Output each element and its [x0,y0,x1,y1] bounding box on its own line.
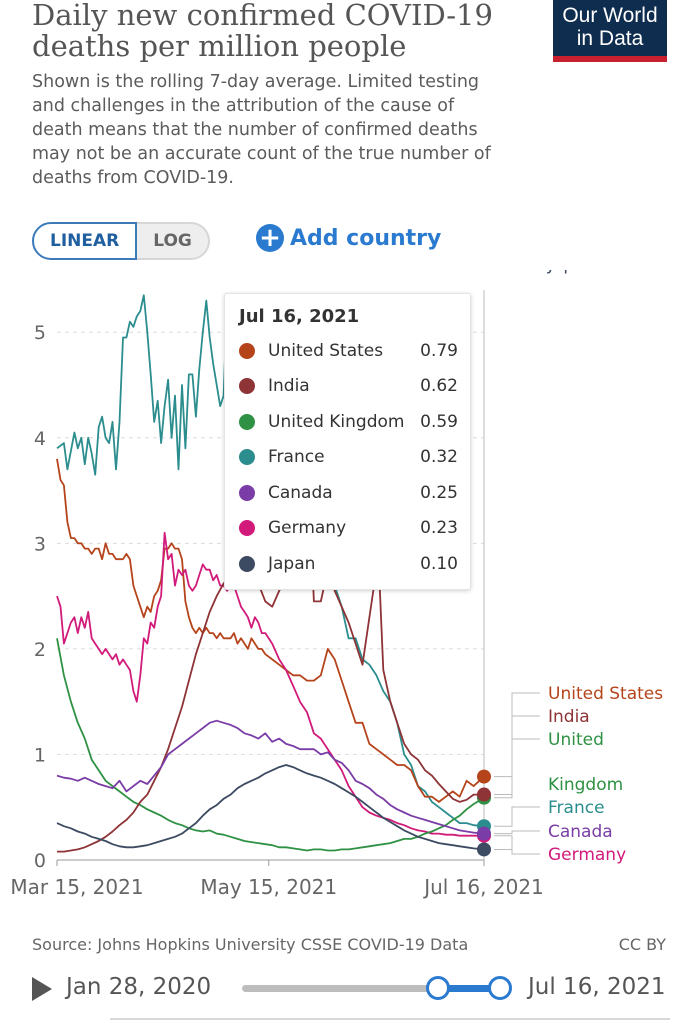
add-country-label: Add country [290,225,442,251]
tooltip-row: United Kingdom 0.59 [239,404,458,440]
y-tick-label: 5 [34,322,46,344]
end-point-canada [477,826,491,841]
logo-line-2: in Data [576,27,644,50]
tooltip-series-name: United Kingdom [268,411,405,432]
play-icon[interactable] [32,977,52,1001]
tooltip-series-name: Japan [268,553,316,574]
legend-label[interactable]: India [548,707,590,727]
timeline-selection[interactable] [438,985,500,992]
linear-scale-button[interactable]: LINEAR [32,222,138,260]
tooltip-series-name: Canada [268,482,333,503]
end-point-japan [477,842,491,857]
timeline-start-handle[interactable] [426,976,450,1000]
y-tick-label: 1 [34,744,46,766]
legend-connector [494,715,540,796]
scale-toggle: LINEAR LOG [32,222,210,260]
timeline-start-label: Jan 28, 2020 [66,974,212,1000]
tooltip-series-value: 0.25 [420,482,458,503]
tooltip-series-value: 0.79 [420,340,458,361]
legend-connector [494,830,540,835]
tooltip-row: United States 0.79 [239,333,458,369]
series-color-dot [239,520,255,537]
series-line-france [56,294,485,828]
y-tick-label: 2 [34,639,46,661]
tooltip-row: Germany 0.23 [239,511,458,547]
chart-title: Daily new confirmed COVID-19 deaths per … [32,0,493,63]
logo-line-1: Our World [562,4,658,27]
x-tick-label: May 15, 2021 [200,875,337,899]
tooltip: Jul 16, 2021 United States 0.79 India 0.62 U… [224,293,471,590]
legend-connector [494,835,540,855]
legend-label[interactable]: United States [548,684,663,704]
series-line-canada [56,719,485,835]
series-line-united-kingdom [56,638,485,852]
legend-connector [494,806,540,827]
x-tick-label: Mar 15, 2021 [10,875,143,899]
series-color-dot [239,342,255,359]
tooltip-series-name: France [268,447,325,468]
end-point-india [477,787,491,802]
tooltip-series-value: 0.62 [420,376,458,397]
tooltip-series-name: India [268,376,310,397]
license-link[interactable]: CC BY [618,935,666,954]
legend-label[interactable]: Kingdom [548,775,623,795]
series-color-dot [239,378,255,395]
legend-connector [494,738,540,799]
chart-subtitle: Shown is the rolling 7-day average. Limi… [32,72,491,188]
series-color-dot [239,413,255,430]
legend-label[interactable]: France [548,798,605,818]
series-line-india [57,442,484,853]
tooltip-series-value: 0.59 [420,411,458,432]
series-line-germany [56,531,484,837]
divider [110,1018,670,1020]
tooltip-series-value: 0.32 [420,447,458,468]
y-tick-label: 3 [34,533,46,555]
tooltip-row: Japan 0.10 [239,546,458,582]
tooltip-row: France 0.32 [239,440,458,476]
legend-label[interactable]: Japan [547,270,595,275]
series-line-japan [56,764,485,851]
source-note[interactable]: Source: Johns Hopkins University CSSE CO… [32,935,469,954]
tooltip-date: Jul 16, 2021 [239,306,360,327]
tooltip-series-value: 0.10 [420,553,458,574]
tooltip-series-name: United States [268,340,384,361]
series-line-united-states [56,458,485,803]
legend-label[interactable]: United [548,730,604,750]
timeline-end-handle[interactable] [488,976,512,1000]
series-color-dot [239,449,255,466]
legend-label[interactable]: Germany [548,845,626,865]
legend-connector [494,692,540,778]
x-tick-label: Jul 16, 2021 [422,875,544,899]
log-scale-button[interactable]: LOG [137,222,210,260]
owid-logo[interactable]: Our World in Data [553,0,667,62]
legend-label[interactable]: Canada [548,822,613,842]
y-tick-label: 0 [34,850,46,872]
plus-icon: + [256,224,284,252]
series-color-dot [239,484,255,501]
end-point-united-states [477,769,491,784]
tooltip-row: Canada 0.25 [239,475,458,511]
tooltip-series-name: Germany [268,518,347,539]
timeline-track[interactable] [242,985,500,992]
y-tick-label: 4 [34,428,46,450]
timeline-end-label: Jul 16, 2021 [528,974,666,1000]
tooltip-series-value: 0.23 [420,518,458,539]
add-country-button[interactable]: + Add country [256,224,441,252]
series-color-dot [239,555,255,572]
line-chart[interactable]: 0 1 2 3 4 5 Mar 15, 2021 May 15, 2021 Jul 16, 20… [0,270,698,920]
tooltip-row: India 0.62 [239,369,458,405]
